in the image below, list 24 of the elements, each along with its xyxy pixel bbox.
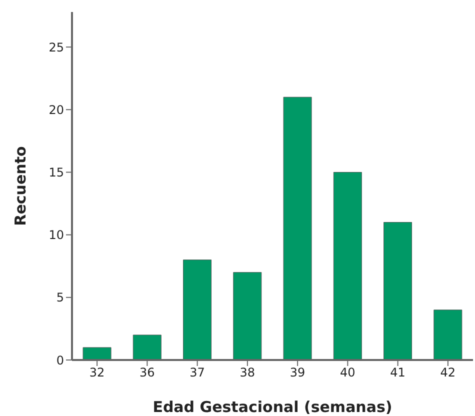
bar: [333, 172, 362, 360]
bar: [283, 96, 312, 360]
x-tick-label: 38: [240, 366, 256, 380]
y-axis-title: Recuento: [11, 146, 30, 226]
y-tick-label: 20: [48, 102, 64, 117]
bar: [384, 222, 412, 360]
bar: [183, 260, 212, 360]
bar: [434, 310, 462, 360]
y-tick-label: 0: [56, 353, 64, 368]
x-tick-label: 36: [140, 366, 155, 380]
y-tick-label: 10: [48, 228, 64, 242]
x-tick-label: 41: [390, 366, 406, 380]
x-tick-label: 39: [290, 366, 306, 380]
bar: [132, 334, 162, 360]
x-axis-title: Edad Gestacional (semanas): [152, 398, 392, 416]
y-tick-label: 15: [48, 165, 64, 180]
bar: [82, 347, 112, 360]
y-tick-label: 5: [56, 290, 64, 305]
x-tick-label: 40: [340, 366, 356, 380]
x-tick-label: 37: [190, 366, 205, 380]
x-tick-label: 32: [89, 366, 105, 380]
y-tick-label: 25: [48, 40, 64, 54]
bar: [233, 272, 262, 360]
x-tick-label: 42: [440, 366, 456, 380]
